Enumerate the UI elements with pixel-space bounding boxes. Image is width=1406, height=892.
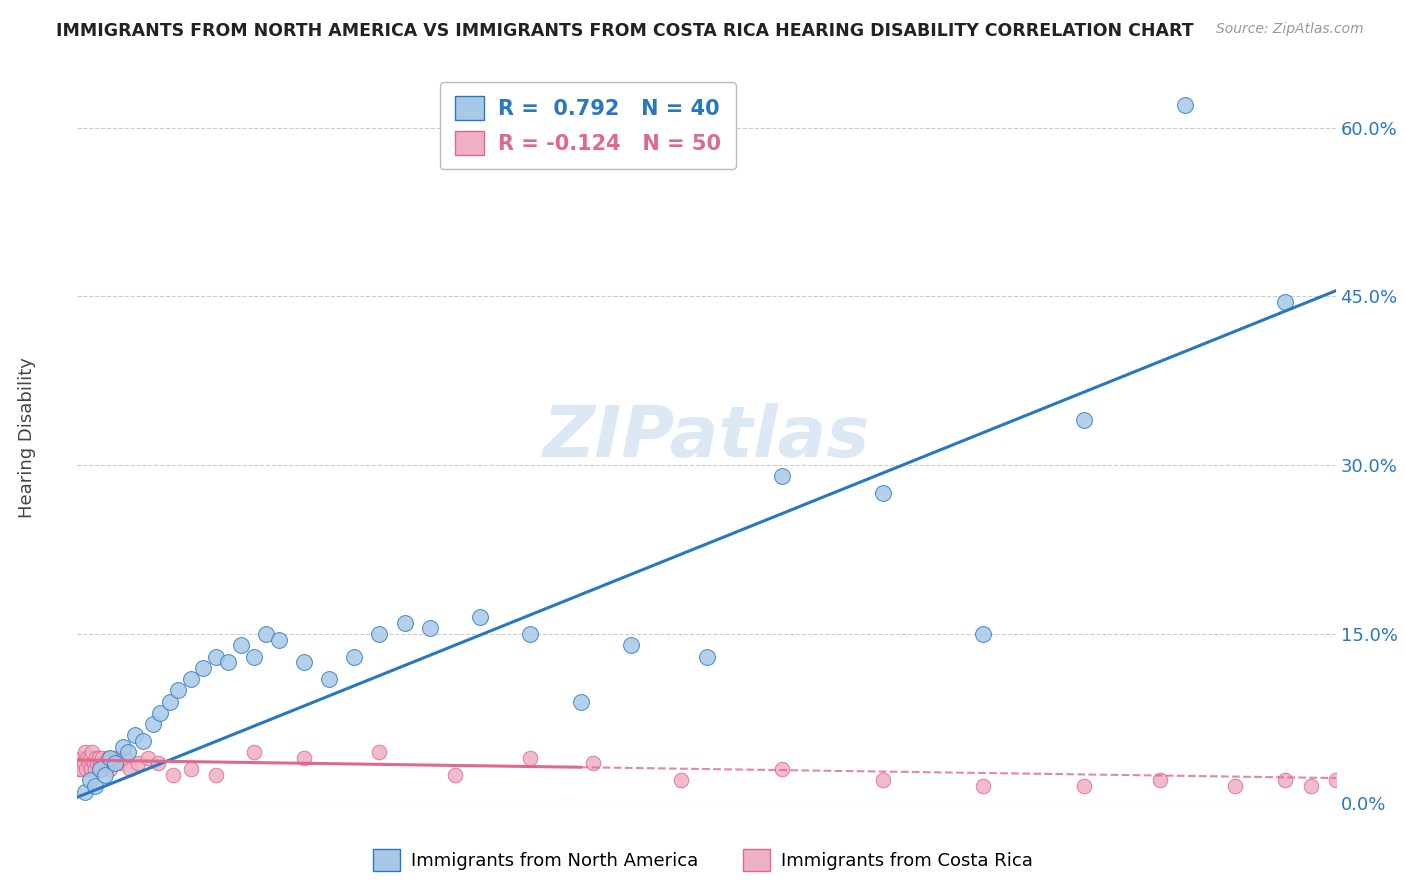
Point	[267, 632, 290, 647]
Text: IMMIGRANTS FROM NORTH AMERICA VS IMMIGRANTS FROM COSTA RICA HEARING DISABILITY C: IMMIGRANTS FROM NORTH AMERICA VS IMMIGRA…	[56, 22, 1194, 40]
Point	[79, 751, 101, 765]
Point	[114, 751, 136, 765]
Point	[108, 756, 131, 771]
Point	[82, 745, 104, 759]
Point	[96, 751, 118, 765]
Point	[1073, 413, 1095, 427]
Point	[84, 779, 107, 793]
Point	[1073, 779, 1095, 793]
Point	[132, 734, 155, 748]
Point	[419, 621, 441, 635]
Point	[620, 638, 643, 652]
Point	[1299, 779, 1322, 793]
Point	[84, 762, 107, 776]
Point	[72, 751, 94, 765]
Point	[468, 610, 491, 624]
Point	[120, 762, 142, 776]
Point	[770, 762, 793, 776]
Point	[136, 751, 159, 765]
Point	[204, 649, 226, 664]
Point	[104, 756, 127, 771]
Point	[146, 756, 169, 771]
Point	[98, 751, 121, 765]
Point	[582, 756, 605, 771]
Point	[1324, 773, 1347, 788]
Point	[1149, 773, 1171, 788]
Point	[696, 649, 718, 664]
Point	[519, 627, 541, 641]
Point	[94, 756, 117, 771]
Point	[217, 655, 239, 669]
Point	[73, 784, 96, 798]
Point	[86, 756, 108, 771]
Point	[318, 672, 340, 686]
Text: Source: ZipAtlas.com: Source: ZipAtlas.com	[1216, 22, 1364, 37]
Point	[101, 756, 124, 771]
Point	[204, 767, 226, 781]
Point	[1223, 779, 1246, 793]
Legend: R =  0.792   N = 40, R = -0.124   N = 50: R = 0.792 N = 40, R = -0.124 N = 50	[440, 82, 735, 169]
Point	[89, 762, 111, 776]
Point	[444, 767, 467, 781]
Point	[972, 627, 994, 641]
Text: ZIPatlas: ZIPatlas	[543, 402, 870, 472]
Point	[872, 486, 894, 500]
Point	[67, 762, 90, 776]
Legend: Immigrants from North America, Immigrants from Costa Rica: Immigrants from North America, Immigrant…	[366, 842, 1040, 879]
Point	[519, 751, 541, 765]
Point	[149, 706, 172, 720]
Point	[242, 649, 264, 664]
Point	[80, 762, 103, 776]
Text: Hearing Disability: Hearing Disability	[18, 357, 37, 517]
Point	[83, 756, 105, 771]
Point	[91, 751, 114, 765]
Point	[73, 745, 96, 759]
Point	[167, 683, 190, 698]
Point	[69, 756, 91, 771]
Point	[84, 751, 107, 765]
Point	[111, 739, 134, 754]
Point	[104, 751, 127, 765]
Point	[872, 773, 894, 788]
Point	[368, 627, 391, 641]
Point	[72, 756, 94, 771]
Point	[98, 762, 121, 776]
Point	[77, 756, 100, 771]
Point	[75, 762, 97, 776]
Point	[90, 762, 112, 776]
Point	[569, 694, 592, 708]
Point	[229, 638, 252, 652]
Point	[343, 649, 366, 664]
Point	[87, 751, 110, 765]
Point	[1274, 295, 1296, 310]
Point	[162, 767, 184, 781]
Point	[124, 728, 146, 742]
Point	[180, 762, 202, 776]
Point	[127, 756, 149, 771]
Point	[89, 756, 111, 771]
Point	[292, 751, 315, 765]
Point	[70, 762, 93, 776]
Point	[292, 655, 315, 669]
Point	[76, 751, 98, 765]
Point	[770, 469, 793, 483]
Point	[159, 694, 181, 708]
Point	[79, 773, 101, 788]
Point	[394, 615, 416, 630]
Point	[180, 672, 202, 686]
Point	[671, 773, 693, 788]
Point	[254, 627, 277, 641]
Point	[368, 745, 391, 759]
Point	[191, 661, 215, 675]
Point	[142, 717, 165, 731]
Point	[972, 779, 994, 793]
Point	[1274, 773, 1296, 788]
Point	[117, 745, 139, 759]
Point	[242, 745, 264, 759]
Point	[1174, 98, 1197, 112]
Point	[94, 767, 117, 781]
